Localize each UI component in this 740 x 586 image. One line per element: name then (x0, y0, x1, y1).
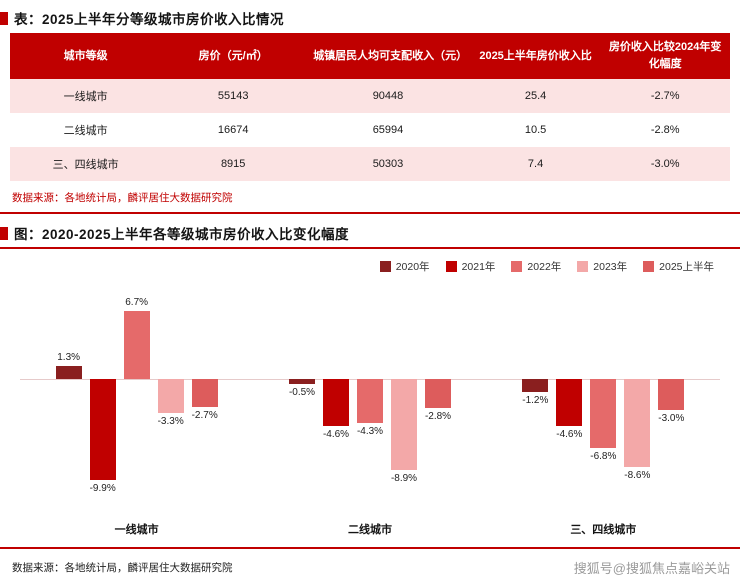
chart-plot-area: 1.3% -9.9% 6.7% -3.3% -2.7% -0.5% -4.6% -4.3% -8… (20, 282, 720, 517)
divider-line-middle (0, 247, 740, 250)
divider-line-bottom (0, 547, 740, 550)
legend-swatch-icon (577, 261, 589, 273)
table-cell: 50303 (372, 158, 404, 171)
bar-2023年-一线城市 (157, 379, 184, 413)
red-square-bullet-icon (0, 226, 8, 240)
bar-value-label: 6.7% (125, 297, 149, 309)
table-cell: 10.5 (524, 124, 547, 137)
chart-title: 图：2020-2025上半年各等级城市房价收入比变化幅度 (14, 227, 350, 243)
bar-2025上半年-二线城市 (425, 379, 451, 408)
bar-value-label: -4.6% (556, 429, 583, 441)
table-cell: -2.7% (650, 90, 680, 103)
legend-item: 2023年 (577, 259, 627, 274)
table-title-row: 表：2025上半年分等级城市房价收入比情况 (0, 8, 740, 28)
chart-legend: 2020年 2021年 2022年 2023年 2025上半年 (0, 250, 740, 278)
bar-value-label: -2.8% (424, 410, 452, 422)
bar-value-label: 1.3% (57, 352, 81, 364)
category-label: 一线城市 (114, 524, 159, 537)
column-header: 城市等级 (10, 33, 162, 80)
legend-item: 2022年 (511, 259, 561, 274)
legend-item: 2020年 (379, 259, 430, 274)
legend-label: 2020年 (395, 261, 430, 274)
legend-swatch-icon (445, 261, 457, 273)
chart-source: 数据来源：各地统计局，麟评居住大数据研究院 (12, 562, 233, 575)
bar-value-label: -1.2% (522, 394, 549, 406)
bar-2025上半年-一线城市 (191, 379, 218, 407)
bar-value-label: -3.0% (658, 412, 685, 424)
bar-2025上半年-三、四线城市 (658, 379, 685, 410)
legend-label: 2021年 (461, 261, 496, 274)
table-cell: 三、四线城市 (52, 159, 119, 172)
table-cell: 16674 (217, 124, 249, 137)
legend-item: 2025上半年 (643, 259, 714, 274)
column-header: 房价（元/㎡） (161, 33, 306, 80)
bar-2023年-三、四线城市 (624, 379, 651, 467)
column-header: 城镇居民人均可支配收入（元） (305, 33, 471, 80)
bar-2020年-二线城市 (289, 379, 315, 385)
bar-chart: 2020年 2021年 2022年 2023年 2025上半年 1.3% -9.9% 6.7… (0, 250, 740, 541)
table-row: 二线城市 16674 65994 10.5 -2.8% (10, 113, 730, 148)
watermark: 搜狐号@搜狐焦点嘉峪关站 (573, 561, 730, 577)
column-header: 房价收入比较2024年变化幅度 (600, 33, 730, 80)
legend-swatch-icon (643, 261, 655, 273)
table-cell: 一线城市 (63, 91, 108, 104)
bar-2021年-二线城市 (323, 379, 349, 427)
bar-2022年-三、四线城市 (590, 379, 617, 449)
bar-value-label: -2.7% (191, 409, 218, 421)
legend-swatch-icon (511, 261, 523, 273)
bar-value-label: -9.9% (89, 482, 116, 494)
bar-value-label: -4.6% (322, 429, 350, 441)
table-header-row: 城市等级 房价（元/㎡） 城镇居民人均可支配收入（元） 2025上半年房价收入比 房价收… (10, 33, 730, 80)
table-cell: -3.0% (650, 158, 680, 171)
legend-label: 2023年 (593, 261, 628, 274)
table-row: 一线城市 55143 90448 25.4 -2.7% (10, 79, 730, 114)
bar-2023年-二线城市 (391, 379, 417, 470)
table-cell: 二线城市 (63, 125, 108, 138)
bar-value-label: -8.9% (390, 472, 418, 484)
table-cell: 90448 (372, 90, 404, 103)
table-cell: 7.4 (527, 158, 544, 171)
bar-2021年-三、四线城市 (556, 379, 583, 427)
table-source: 数据来源：各地统计局，麟评居住大数据研究院 (12, 192, 233, 205)
table-cell: 65994 (372, 124, 404, 137)
table-row: 三、四线城市 8915 50303 7.4 -3.0% (10, 147, 730, 182)
table-title: 表：2025上半年分等级城市房价收入比情况 (14, 12, 285, 27)
table-cell: 25.4 (524, 90, 547, 103)
category-label: 三、四线城市 (570, 524, 637, 537)
bar-2020年-三、四线城市 (522, 379, 549, 392)
column-header: 2025上半年房价收入比 (470, 33, 601, 80)
bar-value-label: -6.8% (590, 451, 617, 463)
legend-label: 2025上半年 (659, 261, 714, 274)
table-cell: 55143 (217, 90, 249, 103)
legend-swatch-icon (379, 261, 391, 273)
chart-category-axis: 一线城市 二线城市 三、四线城市 (20, 517, 720, 541)
red-square-bullet-icon (0, 11, 8, 25)
bar-value-label: -3.3% (157, 415, 184, 427)
legend-item: 2021年 (445, 259, 496, 274)
chart-title-row: 图：2020-2025上半年各等级城市房价收入比变化幅度 (0, 223, 740, 243)
table-cell: -2.8% (650, 124, 680, 137)
footer-row: 数据来源：各地统计局，麟评居住大数据研究院 搜狐号@搜狐焦点嘉峪关站 (0, 549, 740, 577)
price-income-table: 城市等级 房价（元/㎡） 城镇居民人均可支配收入（元） 2025上半年房价收入比 房价收… (10, 33, 730, 182)
bar-value-label: -4.3% (356, 426, 384, 438)
category-label: 二线城市 (347, 524, 392, 537)
table-cell: 8915 (220, 158, 246, 171)
table-body: 一线城市 55143 90448 25.4 -2.7% 二线城市 16674 65994 10.… (10, 79, 730, 182)
bar-value-label: -0.5% (288, 387, 316, 399)
divider-line-top (0, 212, 740, 215)
bar-2020年-一线城市 (55, 366, 82, 380)
bar-value-label: -8.6% (624, 469, 651, 481)
legend-label: 2022年 (527, 261, 562, 274)
bar-2022年-一线城市 (123, 311, 150, 380)
bar-2022年-二线城市 (357, 379, 383, 424)
bar-2021年-一线城市 (89, 379, 116, 480)
